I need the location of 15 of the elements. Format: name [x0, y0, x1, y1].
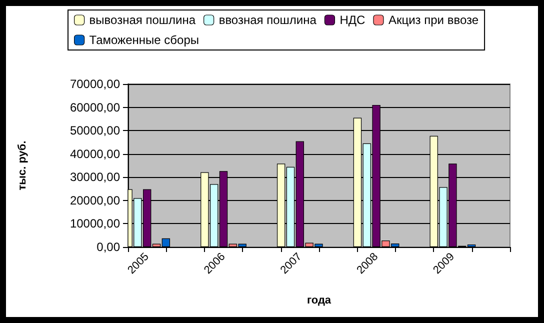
y-tick-label: 50000,00: [70, 124, 120, 138]
y-tick-label: 70000,00: [70, 77, 120, 91]
legend-label: вывозная пошлина: [89, 13, 196, 27]
y-tick-label: 30000,00: [70, 170, 120, 184]
y-tick-label: 0,00: [96, 240, 120, 254]
y-tick-label: 10000,00: [70, 216, 120, 231]
y-tick-label: 60000,00: [70, 100, 120, 114]
legend-label: НДС: [340, 13, 366, 27]
legend-label: ввозная пошлина: [218, 13, 317, 27]
x-axis-title: года: [306, 294, 332, 306]
y-tick-label: 40000,00: [70, 146, 120, 161]
y-axis-title: тыс. руб.: [16, 140, 28, 190]
legend-label: Таможенные сборы: [89, 33, 199, 47]
y-tick-label: 20000,00: [70, 193, 120, 208]
legend-label: Акциз при ввозе: [388, 13, 479, 27]
